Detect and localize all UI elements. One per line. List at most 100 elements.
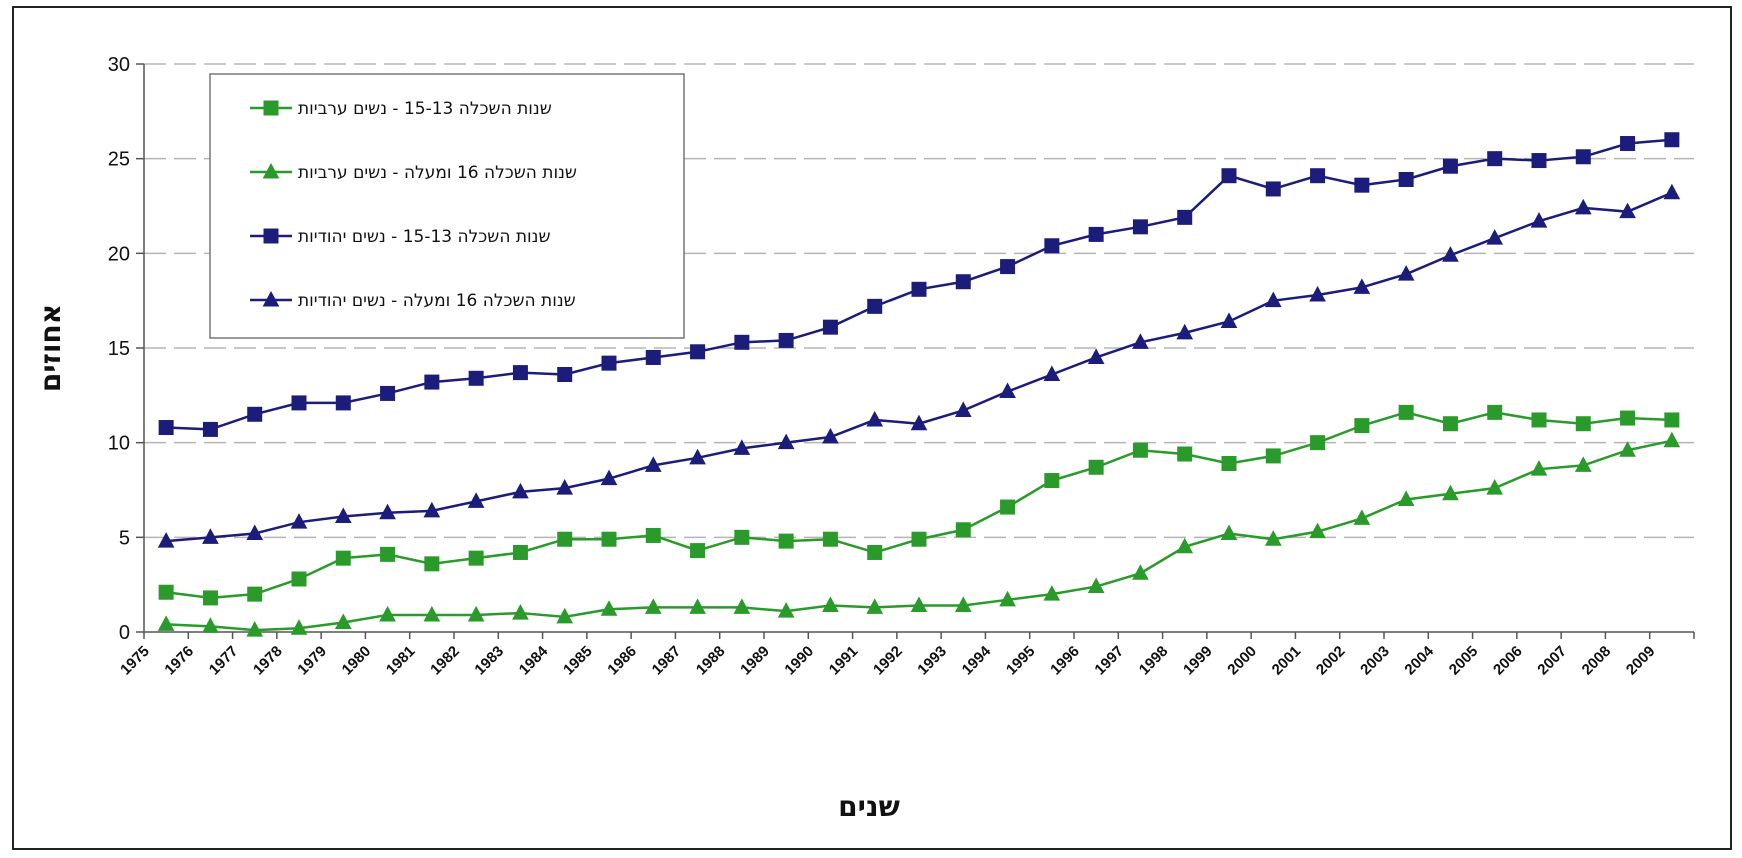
data-point [955,522,971,538]
data-point [424,556,440,572]
x-tick-label: 2008 [1579,643,1615,679]
x-tick-label: 2007 [1534,643,1570,679]
data-point [1442,484,1459,501]
data-point [380,385,396,401]
data-point [822,319,838,335]
data-point [777,433,795,450]
data-point [1530,212,1548,228]
legend-item: שנות השכלה 16 ומעלה - נשים יהודיות [250,290,576,311]
x-tick-label: 1986 [604,643,640,679]
data-point [911,281,927,297]
series-line [165,411,1672,600]
legend-marker [263,228,279,244]
data-point [867,298,883,314]
legend-marker [263,100,279,116]
x-tick-label: 1991 [826,643,862,679]
data-point [1044,238,1060,254]
data-point [423,605,441,622]
data-point [467,605,485,622]
legend-item: שנות השכלה 16 ומעלה - נשים ערביות [250,162,577,183]
legend-label: שנות השכלה 16 ומעלה - נשים יהודיות [298,291,576,311]
data-point [600,469,618,486]
data-point [734,334,750,350]
data-point [379,605,396,622]
data-point [246,524,264,541]
data-point [1620,136,1636,152]
y-tick-label: 10 [108,433,130,455]
legend-label: שנות השכלה 15-13 - נשים ערביות [298,99,552,119]
x-tick-label: 1979 [294,643,330,679]
legend-label: שנות השכלה 16 ומעלה - נשים ערביות [298,163,577,183]
data-point [822,531,838,547]
data-point [999,382,1016,399]
x-tick-label: 2002 [1313,643,1349,679]
x-tick-labels: 1975 1976 1977 1978 1979 1980 1981 1982 1983 1984… [117,642,1658,678]
data-point [1442,246,1459,262]
data-point [1398,404,1414,420]
data-point [512,544,528,560]
legend-marker [262,290,280,307]
data-point [822,427,839,444]
data-point [777,602,795,618]
x-tick-label: 2005 [1446,643,1482,679]
data-point [1177,446,1193,462]
data-point [290,619,308,635]
data-point [1619,202,1636,219]
data-point [601,531,617,547]
x-tick-label: 1981 [383,643,419,679]
x-tick-label: 1984 [516,642,552,678]
data-point [1664,132,1680,148]
x-tick-label: 1989 [737,643,773,679]
data-point [866,598,884,614]
y-tick-label: 25 [108,149,130,171]
data-point [335,395,351,411]
data-point [1309,522,1326,539]
data-point [1487,404,1503,420]
data-point [1309,285,1326,302]
data-point [645,527,661,543]
data-point [1088,226,1104,242]
data-point [1264,530,1282,546]
legend: שנות השכלה 15-13 - נשים ערביות שנות השכלה… [209,73,685,339]
data-point [954,596,972,612]
x-tick-label: 2006 [1490,643,1526,679]
data-point [158,420,174,436]
series-group [157,132,1681,637]
x-tick-label: 1997 [1091,643,1127,679]
x-tick-label: 1995 [1003,643,1039,679]
data-point [733,598,751,614]
data-point [202,528,219,544]
data-point [1000,259,1016,275]
chart-frame: 0 5 10 15 20 25 30 1975 1976 1977 1978 1979 1980 198… [12,6,1732,850]
data-point [1486,479,1504,495]
data-point [690,543,706,559]
data-point [1132,219,1148,235]
data-point [512,482,529,499]
series-4 [157,183,1681,548]
data-point [1087,348,1105,364]
data-point [202,421,218,437]
data-point [1353,278,1371,294]
data-point [1574,456,1592,472]
data-point [1442,416,1458,432]
data-point [1132,333,1149,349]
data-point [1265,181,1281,197]
data-point [954,401,972,417]
data-point [557,367,573,383]
data-point [467,492,485,508]
data-point [1531,412,1547,428]
legend-item: שנות השכלה 15-13 - נשים ערביות [250,99,552,119]
data-point [468,370,484,386]
data-point [291,395,307,411]
legend-marker [262,162,280,179]
x-tick-label: 1990 [781,643,817,679]
x-tick-label: 1985 [560,643,596,679]
data-point [158,584,174,600]
data-point [1620,410,1636,426]
x-tick-label: 1978 [250,643,286,679]
data-point [468,550,484,566]
data-point [1397,490,1415,506]
data-point [557,531,573,547]
data-point [1354,177,1370,193]
